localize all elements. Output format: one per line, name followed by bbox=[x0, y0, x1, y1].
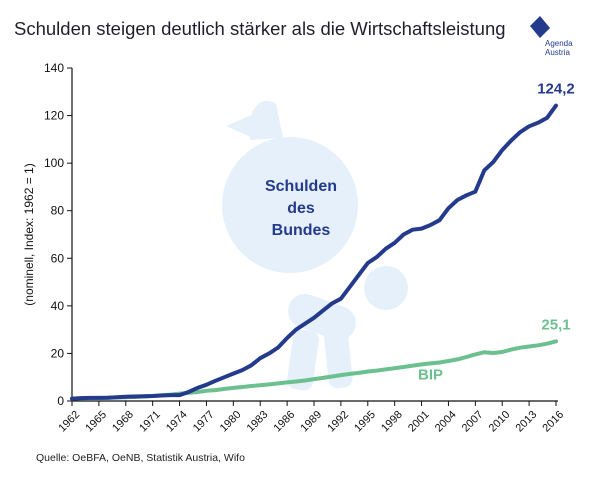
y-tick-label: 40 bbox=[51, 299, 65, 313]
sack-neck-shape bbox=[250, 100, 283, 140]
y-tick-label: 0 bbox=[57, 394, 64, 408]
x-tick-label: 1968 bbox=[110, 409, 136, 435]
sack-tie-shape bbox=[226, 114, 258, 140]
person-carrying-sack-illustration: Schulden des Bundes bbox=[222, 100, 408, 391]
y-tick-label: 60 bbox=[51, 251, 65, 265]
y-tick-label: 140 bbox=[44, 61, 64, 75]
series-label-gdp: BIP bbox=[418, 367, 443, 384]
x-tick-label: 2004 bbox=[433, 409, 459, 435]
y-tick-label: 100 bbox=[44, 156, 64, 170]
end-value-label-debt: 124,2 bbox=[537, 81, 575, 98]
x-tick-label: 2001 bbox=[406, 409, 432, 435]
y-axis-title: (nominell, Index: 1962 = 1) bbox=[22, 163, 36, 305]
labels-layer: 25,1 124,2 BIP bbox=[418, 81, 575, 384]
x-tick-label: 1998 bbox=[379, 409, 405, 435]
chart-title: Schulden steigen deutlich stärker als di… bbox=[14, 18, 506, 39]
logo-text-line1: Agenda bbox=[545, 39, 573, 48]
end-value-label-gdp: 25,1 bbox=[541, 316, 570, 333]
x-tick-label: 1977 bbox=[191, 409, 217, 435]
x-tick-label: 1980 bbox=[218, 409, 244, 435]
x-tick-label: 2007 bbox=[460, 409, 486, 435]
x-tick-label: 1992 bbox=[325, 409, 351, 435]
x-tick-label: 1965 bbox=[83, 409, 109, 435]
y-tick-label: 20 bbox=[51, 346, 65, 360]
person-leg-shape bbox=[287, 329, 319, 391]
person-leg-shape bbox=[323, 321, 353, 389]
x-tick-label: 2013 bbox=[514, 409, 540, 435]
y-tick-label: 80 bbox=[51, 204, 65, 218]
sack-shape bbox=[222, 137, 358, 273]
x-tick-label: 1983 bbox=[245, 409, 271, 435]
source-note: Quelle: OeBFA, OeNB, Statistik Austria, … bbox=[36, 452, 245, 464]
x-tick-label: 1974 bbox=[164, 409, 190, 435]
series-line-debt bbox=[70, 103, 558, 401]
person-head-shape bbox=[364, 266, 408, 310]
logo-diamond-icon bbox=[530, 16, 550, 38]
illustration-label: Bundes bbox=[272, 222, 331, 239]
x-tick-label: 1986 bbox=[272, 409, 298, 435]
x-tick-label: 1995 bbox=[352, 409, 378, 435]
y-tick-label: 120 bbox=[44, 109, 64, 123]
illustration-label: des bbox=[287, 200, 315, 217]
x-tick-label: 1962 bbox=[56, 409, 82, 435]
series-layer bbox=[70, 103, 558, 401]
logo-text-line2: Austria bbox=[545, 48, 570, 57]
x-tick-label: 2010 bbox=[487, 409, 513, 435]
x-tick-label: 1971 bbox=[137, 409, 163, 435]
x-tick-label: 1989 bbox=[298, 409, 324, 435]
x-tick-label: 2016 bbox=[540, 409, 566, 435]
illustration-label: Schulden bbox=[265, 178, 337, 195]
agenda-austria-logo: Agenda Austria bbox=[524, 14, 582, 62]
